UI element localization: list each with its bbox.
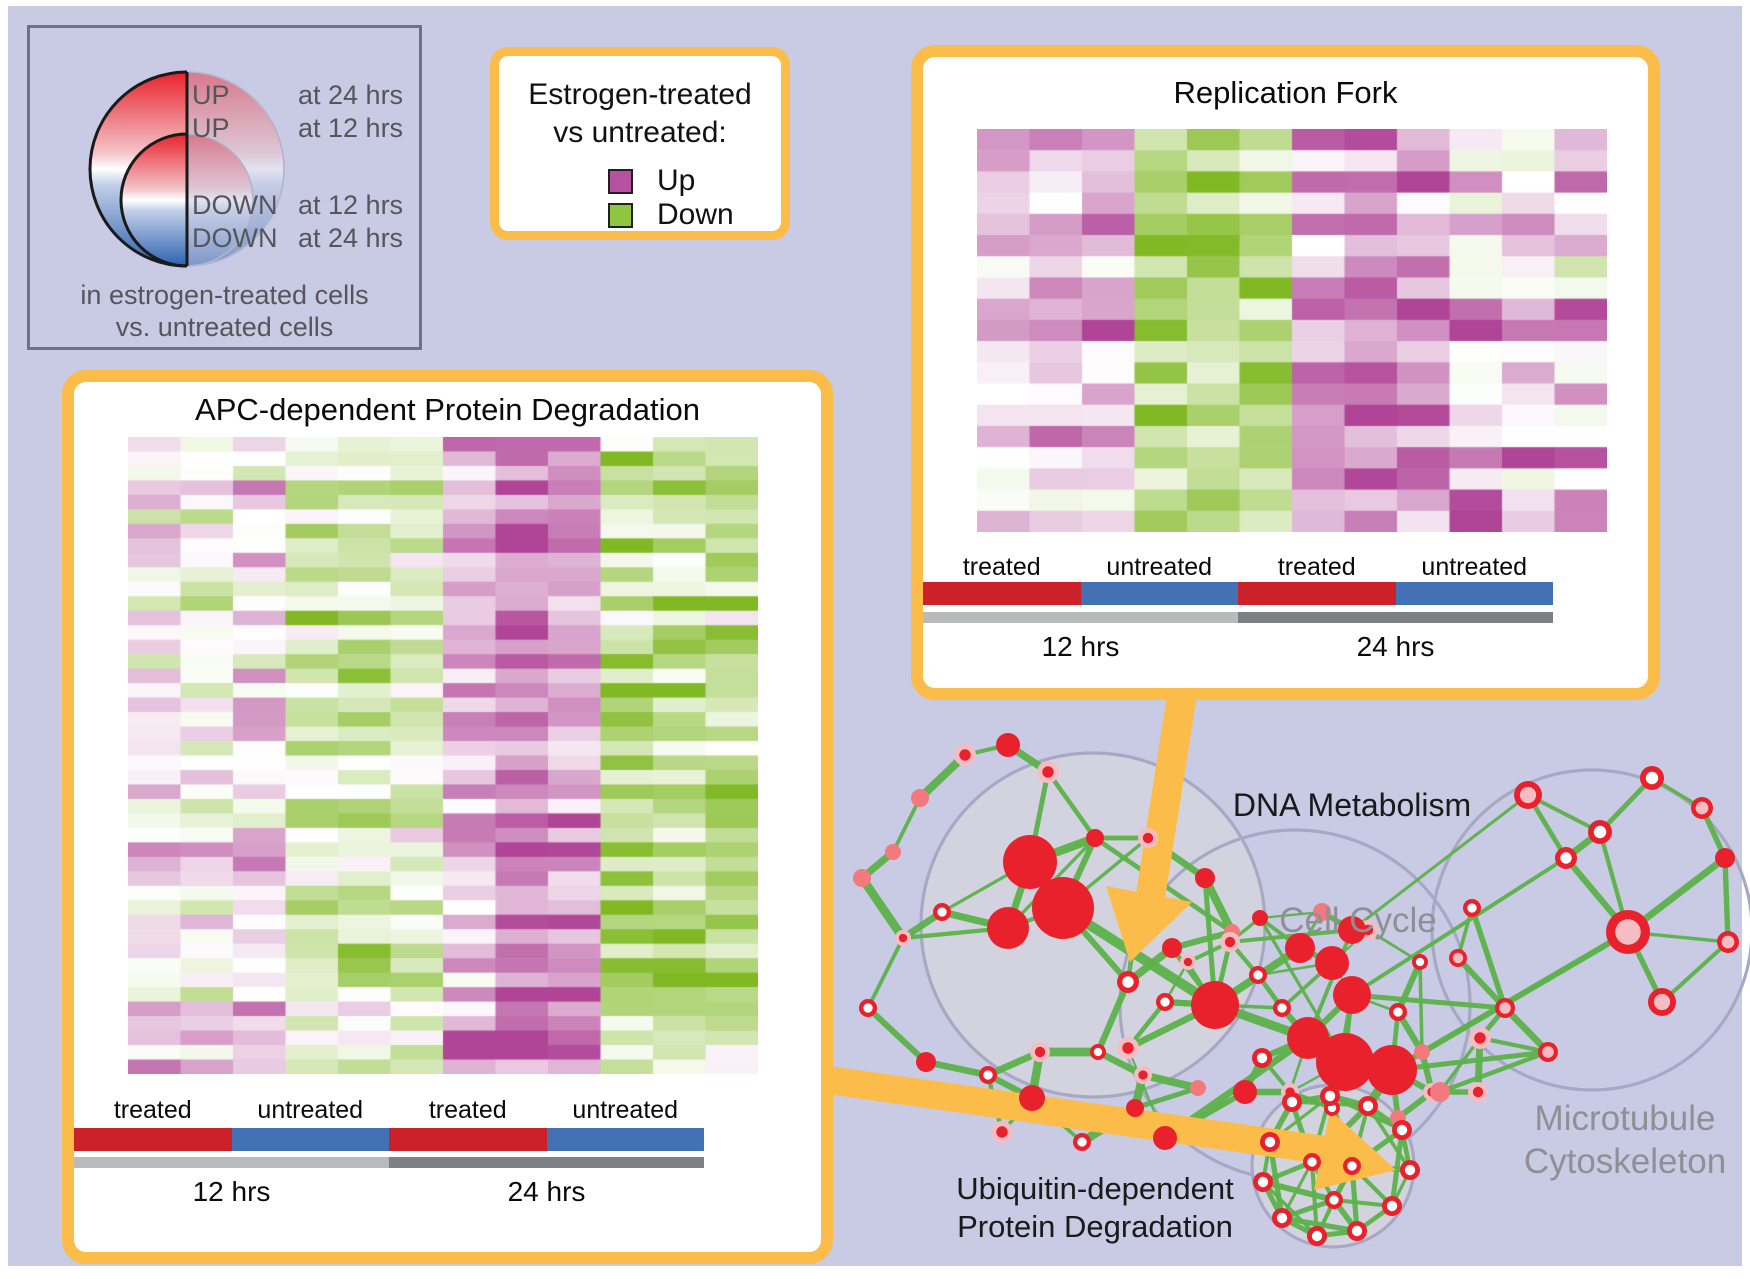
treatment-color-bar: [74, 1128, 704, 1151]
group-label: treated: [113, 1096, 192, 1124]
key-row-up-12-time: at 12 hrs: [298, 113, 404, 143]
estrogen-updown-legend-box: Estrogen-treated vs untreated: Up Down: [490, 47, 790, 240]
key-row-down-24-time: at 24 hrs: [298, 223, 404, 253]
group-label: untreated: [572, 1096, 679, 1124]
untreated-bar-segment: [1080, 582, 1238, 605]
cluster-label-microtubule-cytoskeleton: Microtubule Cytoskeleton: [1524, 1098, 1726, 1183]
12hr-label: 12 hrs: [192, 1176, 271, 1207]
24hr-bar-segment: [1238, 612, 1553, 623]
timepoint-bar: [74, 1157, 704, 1168]
cluster-label-line1: Ubiquitin-dependent: [956, 1171, 1234, 1206]
key-caption-line2: vs. untreated cells: [115, 312, 334, 342]
cluster-label-line1: Microtubule: [1534, 1099, 1716, 1138]
cluster-label-text: Cell Cycle: [1279, 901, 1437, 940]
cluster-label-dna-metabolism: DNA Metabolism: [1233, 786, 1471, 825]
key-caption-line1: in estrogen-treated cells: [80, 280, 369, 310]
cluster-label-text: DNA Metabolism: [1232, 787, 1472, 823]
up-color-swatch: [608, 168, 633, 194]
replication-fork-heatmap-panel: Replication Fork treated untreated treat…: [911, 45, 1660, 700]
24hr-bar-segment: [389, 1157, 704, 1168]
treated-bar-segment: [389, 1128, 547, 1151]
timepoint-labels: 12 hrs 24 hrs: [74, 1176, 704, 1207]
cluster-label-cell-cycle: Cell Cycle: [1279, 900, 1437, 943]
key-row-down-12-time: at 12 hrs: [298, 190, 404, 220]
treatment-group-labels: treated untreated treated untreated: [923, 553, 1553, 581]
group-label: treated: [962, 553, 1041, 581]
concentric-circles-key-diagram: [88, 70, 285, 268]
untreated-bar-segment: [546, 1128, 704, 1151]
timepoint-labels: 12 hrs 24 hrs: [923, 631, 1553, 662]
panel-title: APC-dependent Protein Degradation: [195, 392, 700, 427]
key-row-up-12-dir: UP: [192, 113, 230, 143]
key-row-up-24-dir: UP: [192, 80, 230, 110]
key-row-down-24-dir: DOWN: [192, 223, 278, 253]
legend-title-line1: Estrogen-treated: [528, 78, 752, 111]
treatment-group-labels: treated untreated treated untreated: [74, 1096, 704, 1124]
key-row-down-12-dir: DOWN: [192, 190, 278, 220]
treated-bar-segment: [1238, 582, 1396, 605]
group-label: untreated: [257, 1096, 364, 1124]
apc-degradation-heatmap-panel: APC-dependent Protein Degradation treate…: [62, 370, 833, 1264]
faded-right-half-overlay: [187, 71, 285, 267]
updown-time-key-box: UP at 24 hrs UP at 12 hrs DOWN at 12 hrs…: [27, 25, 422, 350]
12hr-bar-segment: [923, 612, 1238, 623]
inner-left-outline: [119, 132, 188, 268]
group-label: treated: [428, 1096, 507, 1124]
timepoint-bar: [923, 612, 1553, 623]
down-label: Down: [657, 198, 734, 231]
cluster-label-line2: Cytoskeleton: [1523, 1141, 1727, 1181]
treated-bar-segment: [74, 1128, 232, 1151]
12hr-bar-segment: [74, 1157, 389, 1168]
outer-left-outline: [88, 70, 188, 268]
cluster-label-line2: Protein Degradation: [957, 1208, 1233, 1244]
untreated-bar-segment: [231, 1128, 389, 1151]
replication-fork-heatmap: [977, 129, 1607, 532]
treatment-color-bar: [923, 582, 1553, 605]
group-label: untreated: [1106, 553, 1213, 581]
panel-title: Replication Fork: [1173, 75, 1398, 110]
down-color-swatch: [608, 202, 633, 228]
24hr-label: 24 hrs: [507, 1176, 586, 1207]
up-label: Up: [657, 164, 696, 197]
cluster-label-ubiquitin-degradation: Ubiquitin-dependent Protein Degradation: [956, 1170, 1234, 1246]
group-label: untreated: [1421, 553, 1528, 581]
12hr-label: 12 hrs: [1041, 631, 1120, 662]
group-label: treated: [1277, 553, 1356, 581]
24hr-label: 24 hrs: [1356, 631, 1435, 662]
apc-heatmap: [128, 437, 758, 1074]
legend-title-line2: vs untreated:: [553, 116, 727, 149]
untreated-bar-segment: [1395, 582, 1553, 605]
key-row-up-24-time: at 24 hrs: [298, 80, 404, 110]
treated-bar-segment: [923, 582, 1081, 605]
